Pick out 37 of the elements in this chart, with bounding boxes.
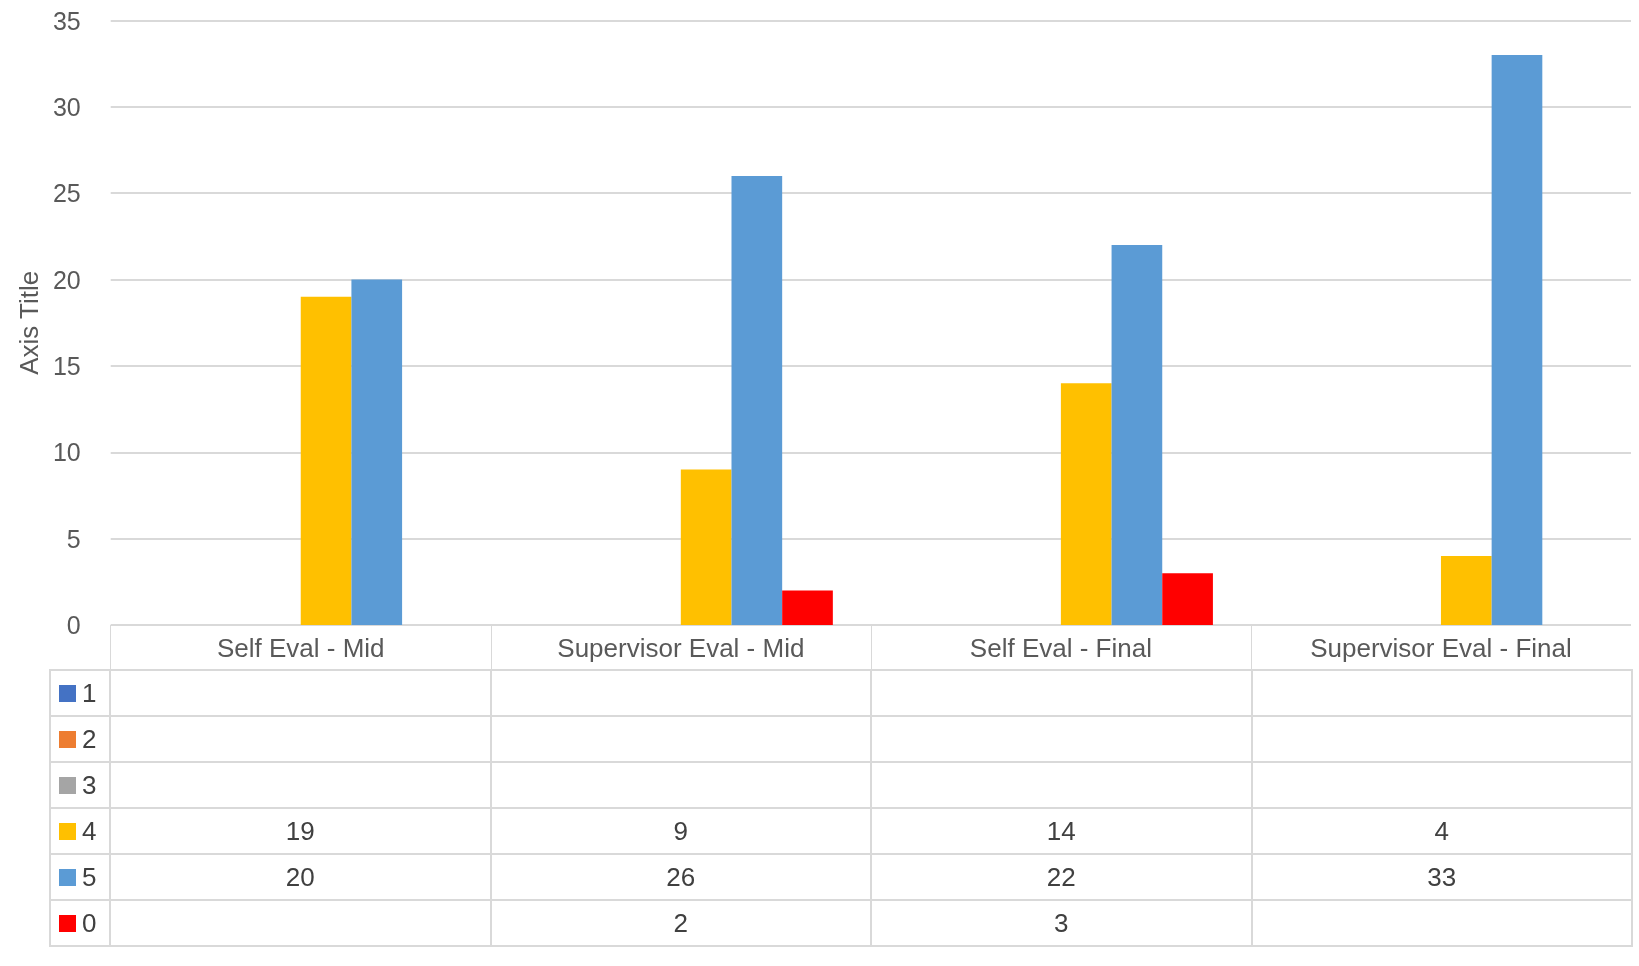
x-tick-label: Self Eval - Mid bbox=[216, 633, 385, 663]
legend-label: 3 bbox=[82, 769, 97, 801]
y-tick-label: 20 bbox=[52, 265, 81, 294]
data-label: 14 bbox=[871, 808, 1252, 854]
y-tick-label: 15 bbox=[52, 351, 81, 380]
data-label: 33 bbox=[1251, 854, 1632, 900]
data-label: 9 bbox=[490, 808, 871, 854]
legend-label: 1 bbox=[82, 677, 97, 709]
data-label: 26 bbox=[490, 854, 871, 900]
y-tick-label: 10 bbox=[52, 438, 81, 467]
bar bbox=[300, 296, 352, 625]
data-label: 2 bbox=[490, 900, 871, 946]
bar bbox=[782, 590, 833, 625]
bar bbox=[680, 469, 732, 625]
y-tick-label: 30 bbox=[52, 92, 81, 121]
data-label: 3 bbox=[871, 900, 1252, 946]
x-tick-label: Self Eval - Final bbox=[969, 633, 1152, 663]
bar bbox=[351, 279, 403, 625]
data-label: 4 bbox=[1251, 808, 1632, 854]
data-label: 22 bbox=[871, 854, 1252, 900]
y-tick-label: 25 bbox=[52, 179, 81, 208]
legend-label: 4 bbox=[82, 815, 97, 847]
y-tick-label: 0 bbox=[66, 611, 81, 639]
bar bbox=[1440, 555, 1492, 625]
data-label: 19 bbox=[110, 808, 491, 854]
legend-label: 2 bbox=[82, 723, 97, 755]
bar bbox=[1111, 245, 1163, 625]
y-tick-label: 35 bbox=[52, 6, 81, 35]
bar bbox=[1491, 55, 1543, 625]
x-tick-label: Supervisor Eval - Final bbox=[1310, 633, 1572, 663]
y-axis-title: Axis Title bbox=[14, 270, 44, 375]
bar bbox=[1162, 573, 1213, 625]
x-tick-label: Supervisor Eval - Mid bbox=[557, 633, 805, 663]
y-tick-label: 5 bbox=[66, 524, 81, 553]
data-label: 20 bbox=[110, 854, 491, 900]
bar bbox=[1060, 383, 1112, 625]
bar bbox=[731, 175, 783, 625]
